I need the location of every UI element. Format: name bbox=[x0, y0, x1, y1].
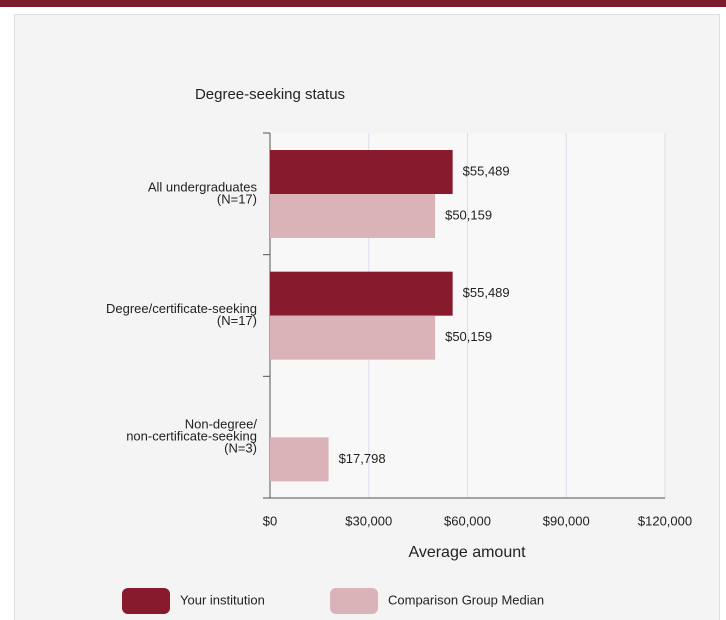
x-tick-label: $30,000 bbox=[345, 513, 392, 528]
top-bar bbox=[0, 0, 726, 7]
y-tick-label: Degree/certificate-seeking bbox=[106, 301, 257, 316]
x-tick-label: $90,000 bbox=[543, 513, 590, 528]
x-tick-label: $60,000 bbox=[444, 513, 491, 528]
value-label: $55,489 bbox=[463, 163, 510, 178]
y-tick-label: (N=17) bbox=[217, 313, 257, 328]
x-axis-label: Average amount bbox=[408, 544, 526, 561]
y-tick-label: Non-degree/ bbox=[185, 417, 258, 432]
bar bbox=[270, 437, 329, 482]
value-label: $17,798 bbox=[339, 451, 386, 466]
y-tick-label: non-certificate-seeking bbox=[126, 429, 257, 444]
x-tick-label: $0 bbox=[263, 513, 277, 528]
value-label: $50,159 bbox=[445, 207, 492, 222]
legend-swatch bbox=[122, 588, 170, 614]
bar bbox=[270, 150, 453, 194]
x-tick-label: $120,000 bbox=[638, 513, 692, 528]
y-tick-label: All undergraduates bbox=[148, 179, 258, 194]
legend-swatch bbox=[330, 588, 378, 614]
chart-title: Degree-seeking status bbox=[195, 86, 345, 103]
value-label: $55,489 bbox=[463, 285, 510, 300]
y-tick-label: (N=17) bbox=[217, 191, 257, 206]
bar bbox=[270, 271, 453, 316]
value-label: $50,159 bbox=[445, 329, 492, 344]
legend-label: Comparison Group Median bbox=[388, 592, 544, 607]
bar bbox=[270, 194, 436, 238]
y-tick-label: (N=3) bbox=[224, 441, 257, 456]
legend-label: Your institution bbox=[180, 592, 265, 607]
bar bbox=[270, 315, 436, 360]
